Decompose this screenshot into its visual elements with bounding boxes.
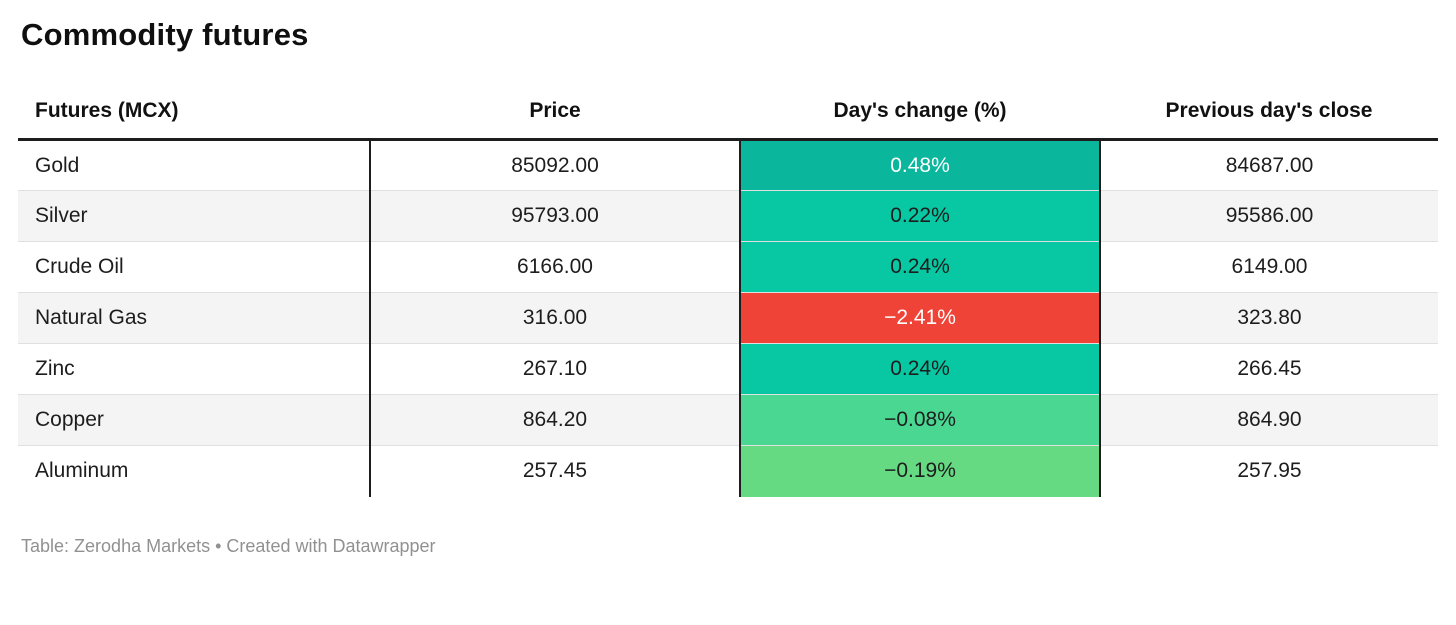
futures-name-cell: Copper: [18, 394, 371, 446]
table-row-silver: Silver 95793.00 0.22% 95586.00: [18, 190, 1438, 242]
table-footer: Table: Zerodha Markets • Created with Da…: [21, 536, 1438, 557]
change-cell: −0.08%: [739, 394, 1101, 446]
footer-created-label: Created with: [226, 535, 333, 556]
price-cell: 257.45: [370, 445, 740, 497]
column-header-prev-close: Previous day's close: [1100, 53, 1438, 142]
change-cell: 0.24%: [739, 343, 1101, 395]
table-row-zinc: Zinc 267.10 0.24% 266.45: [18, 343, 1438, 395]
table-row-aluminum: Aluminum 257.45 −0.19% 257.95: [18, 445, 1438, 497]
column-header-price: Price: [370, 53, 740, 142]
source-link[interactable]: Zerodha Markets: [74, 535, 211, 556]
futures-name-cell: Crude Oil: [18, 241, 371, 293]
futures-name-cell: Silver: [18, 190, 371, 242]
prev-close-cell: 864.90: [1100, 394, 1438, 446]
page-title: Commodity futures: [21, 17, 309, 52]
table-row-crude-oil: Crude Oil 6166.00 0.24% 6149.00: [18, 241, 1438, 293]
datawrapper-link[interactable]: Datawrapper: [332, 535, 436, 556]
table-header: Futures (MCX) Price Day's change (%) Pre…: [18, 53, 1438, 142]
futures-name-cell: Natural Gas: [18, 292, 371, 344]
price-cell: 316.00: [370, 292, 740, 344]
change-cell: −2.41%: [739, 292, 1101, 344]
futures-name-cell: Gold: [18, 139, 371, 191]
table-row-natural-gas: Natural Gas 316.00 −2.41% 323.80: [18, 292, 1438, 344]
prev-close-cell: 257.95: [1100, 445, 1438, 497]
column-header-futures: Futures (MCX): [18, 53, 370, 142]
price-cell: 6166.00: [370, 241, 740, 293]
price-cell: 864.20: [370, 394, 740, 446]
prev-close-cell: 95586.00: [1100, 190, 1438, 242]
table-row-copper: Copper 864.20 −0.08% 864.90: [18, 394, 1438, 446]
commodity-futures-page: Commodity futures Futures (MCX) Price Da…: [0, 16, 1456, 557]
futures-name-cell: Aluminum: [18, 445, 371, 497]
change-cell: 0.22%: [739, 190, 1101, 242]
prev-close-cell: 84687.00: [1225, 153, 1314, 177]
prev-close-cell: 323.80: [1100, 292, 1438, 344]
prev-close-cell: 266.45: [1100, 343, 1438, 395]
price-cell: 85092.00: [511, 153, 599, 177]
price-cell: 267.10: [370, 343, 740, 395]
column-header-change: Day's change (%): [740, 53, 1100, 142]
futures-name-cell: Zinc: [18, 343, 371, 395]
futures-table: Futures (MCX) Price Day's change (%) Pre…: [18, 53, 1438, 497]
table-body: Gold 85092.00 0.48% 84687.00 Silver 9579…: [18, 139, 1438, 497]
change-cell: 0.24%: [739, 241, 1101, 293]
footer-separator: •: [210, 535, 227, 556]
footer-source-label: Table:: [21, 535, 75, 556]
change-cell: 0.48%: [739, 139, 1101, 191]
price-cell: 95793.00: [370, 190, 740, 242]
prev-close-cell: 6149.00: [1100, 241, 1438, 293]
change-cell: −0.19%: [739, 445, 1101, 497]
table-row-gold: Gold 85092.00 0.48% 84687.00: [18, 139, 1438, 191]
